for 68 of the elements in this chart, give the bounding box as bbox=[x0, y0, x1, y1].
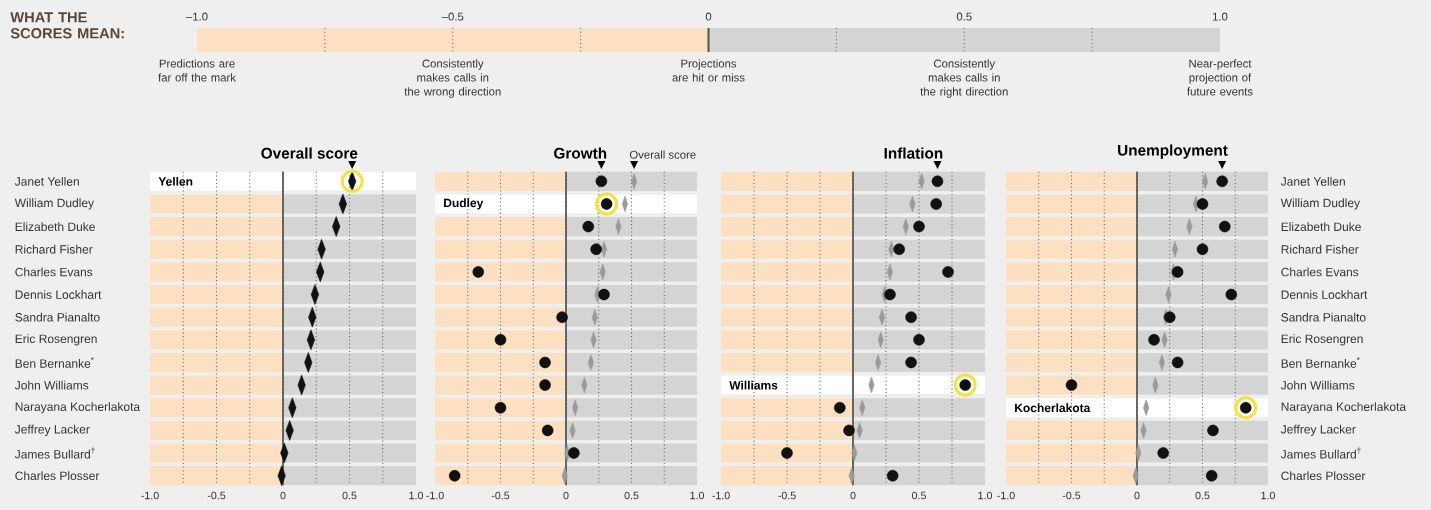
x-tick-label: 1.0 bbox=[690, 491, 705, 500]
x-tick-label: -0.5 bbox=[207, 491, 226, 500]
text: Projections are hit or miss bbox=[672, 59, 745, 82]
x-tick-label: -0.5 bbox=[491, 491, 510, 500]
y-tick-label: Elizabeth Duke bbox=[15, 222, 95, 232]
x-tick-label: -0.5 bbox=[778, 491, 796, 500]
x-tick-label: 0 bbox=[280, 491, 286, 500]
y-tick-label: Dennis Lockhart bbox=[1281, 290, 1368, 299]
y-tick-label: James Bullard$^{†}$ bbox=[14, 447, 95, 459]
x-tick-label: 0.5 bbox=[1195, 491, 1210, 500]
x-tick-label: 1.0 bbox=[1212, 12, 1228, 21]
y-tick-label: Charles Plosser bbox=[1281, 471, 1366, 481]
text: Consistently makes calls in the right direction bbox=[920, 59, 1008, 98]
text: Near-perfect projection of future events bbox=[1187, 59, 1253, 96]
text: Predictions are far off the mark bbox=[158, 59, 236, 82]
y-tick-label: James Bullard$^{†}$ bbox=[1280, 447, 1361, 459]
annotation: Williams bbox=[729, 380, 778, 390]
x-tick-label: 0 bbox=[705, 12, 712, 21]
x-tick-label: 0.5 bbox=[342, 491, 357, 500]
x-tick-label: -1.0 bbox=[426, 491, 444, 500]
x-tick-label: 0.5 bbox=[912, 491, 926, 500]
y-tick-label: Narayana Kocherlakota bbox=[1281, 402, 1407, 414]
x-tick-label: -1.0 bbox=[997, 491, 1015, 500]
y-tick-label: Janet Yellen bbox=[1280, 176, 1345, 186]
x-tick-label: 0 bbox=[850, 491, 856, 500]
chart-title: Unemployment bbox=[1118, 144, 1228, 159]
x-tick-label: 0 bbox=[1134, 491, 1140, 500]
y-tick-label: Sandra Pianalto bbox=[15, 312, 100, 322]
y-tick-label: Ben Bernanke$^{*}$ bbox=[15, 357, 94, 368]
y-tick-label: John Williams bbox=[14, 380, 89, 390]
series-label: Overall score bbox=[629, 150, 696, 159]
y-tick-label: Richard Fisher bbox=[1281, 244, 1359, 254]
y-tick-label: Elizabeth Duke bbox=[1281, 222, 1361, 232]
x-tick-label: –0.5 bbox=[441, 12, 464, 21]
text: Consistently makes calls in the wrong direction bbox=[404, 59, 501, 98]
chart-title: Overall score bbox=[261, 147, 358, 159]
y-tick-label: Janet Yellen bbox=[14, 176, 79, 186]
text: WHAT THE SCORES MEAN: bbox=[10, 12, 124, 39]
x-tick-label: -1.0 bbox=[141, 491, 159, 500]
y-tick-label: Charles Plosser bbox=[15, 471, 100, 481]
y-tick-label: Jeffrey Lacker bbox=[14, 424, 90, 436]
annotation: Dudley bbox=[444, 198, 484, 210]
x-tick-label: 0.5 bbox=[956, 12, 972, 21]
x-tick-label: 1.0 bbox=[978, 491, 992, 500]
y-tick-label: Eric Rosengren bbox=[15, 334, 97, 346]
y-tick-label: Eric Rosengren bbox=[1281, 334, 1363, 346]
x-tick-label: -0.5 bbox=[1062, 491, 1081, 500]
x-tick-label: 1.0 bbox=[409, 491, 424, 500]
x-tick-label: 0 bbox=[563, 491, 569, 500]
chart-title: Growth bbox=[554, 147, 607, 159]
y-tick-label: William Dudley bbox=[1280, 198, 1361, 210]
annotation: Kocherlakota bbox=[1015, 403, 1091, 413]
annotation: Yellen bbox=[158, 176, 193, 186]
y-tick-label: Dennis Lockhart bbox=[15, 290, 102, 299]
x-tick-label: 0.5 bbox=[624, 491, 639, 500]
y-tick-label: Charles Evans bbox=[15, 267, 93, 277]
y-tick-label: Ben Bernanke$^{*}$ bbox=[1281, 357, 1360, 368]
y-tick-label: Sandra Pianalto bbox=[1281, 312, 1366, 322]
y-tick-label: Narayana Kocherlakota bbox=[15, 402, 141, 414]
y-tick-label: William Dudley bbox=[14, 198, 95, 210]
y-tick-label: Richard Fisher bbox=[15, 244, 93, 254]
x-tick-label: –1.0 bbox=[185, 12, 208, 21]
x-tick-label: 1.0 bbox=[1261, 491, 1275, 500]
y-tick-label: Jeffrey Lacker bbox=[1280, 424, 1356, 436]
x-tick-label: -1.0 bbox=[712, 491, 730, 500]
y-tick-label: John Williams bbox=[1280, 380, 1355, 390]
chart-title: Inflation bbox=[884, 147, 943, 159]
y-tick-label: Charles Evans bbox=[1281, 267, 1359, 277]
